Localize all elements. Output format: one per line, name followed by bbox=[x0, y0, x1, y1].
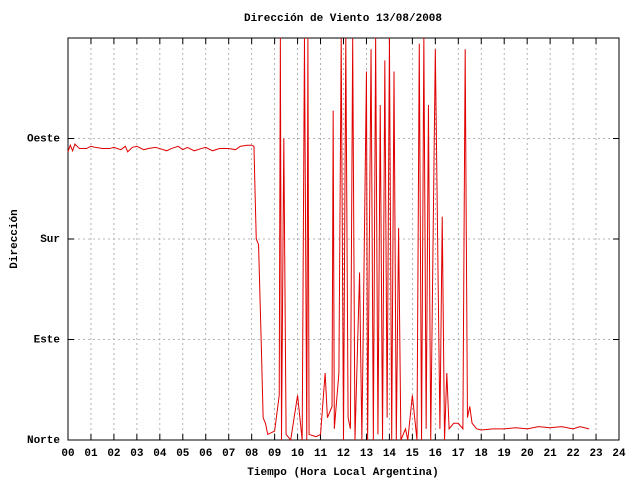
x-tick-label: 07 bbox=[222, 448, 235, 460]
y-axis-label: Dirección bbox=[9, 209, 21, 268]
y-tick-label: Sur bbox=[40, 234, 60, 246]
chart-title: Dirección de Viento 13/08/2008 bbox=[244, 13, 442, 25]
x-tick-label: 15 bbox=[406, 448, 420, 460]
x-tick-label: 10 bbox=[291, 448, 304, 460]
x-tick-label: 17 bbox=[452, 448, 465, 460]
x-tick-label: 04 bbox=[153, 448, 167, 460]
x-tick-label: 23 bbox=[589, 448, 603, 460]
x-tick-label: 09 bbox=[268, 448, 281, 460]
data-line bbox=[67, 37, 590, 442]
y-tick-label: Este bbox=[34, 334, 61, 346]
x-tick-label: 01 bbox=[84, 448, 98, 460]
x-tick-label: 03 bbox=[130, 448, 144, 460]
y-tick-label: Norte bbox=[27, 435, 60, 447]
x-tick-label: 12 bbox=[337, 448, 350, 460]
y-tick-label: Oeste bbox=[27, 133, 60, 145]
x-tick-label: 02 bbox=[107, 448, 120, 460]
x-tick-label: 20 bbox=[521, 448, 534, 460]
x-axis-label: Tiempo (Hora Local Argentina) bbox=[247, 467, 438, 479]
x-tick-label: 21 bbox=[544, 448, 558, 460]
x-tick-label: 06 bbox=[199, 448, 212, 460]
x-tick-label: 08 bbox=[245, 448, 259, 460]
x-tick-label: 05 bbox=[176, 448, 190, 460]
x-tick-label: 13 bbox=[360, 448, 374, 460]
x-tick-label: 16 bbox=[429, 448, 442, 460]
x-tick-label: 24 bbox=[612, 448, 626, 460]
x-tick-label: 11 bbox=[314, 448, 328, 460]
x-tick-label: 18 bbox=[475, 448, 489, 460]
x-tick-label: 22 bbox=[566, 448, 579, 460]
x-tick-label: 14 bbox=[383, 448, 397, 460]
x-tick-label: 19 bbox=[498, 448, 511, 460]
x-tick-label: 00 bbox=[61, 448, 74, 460]
